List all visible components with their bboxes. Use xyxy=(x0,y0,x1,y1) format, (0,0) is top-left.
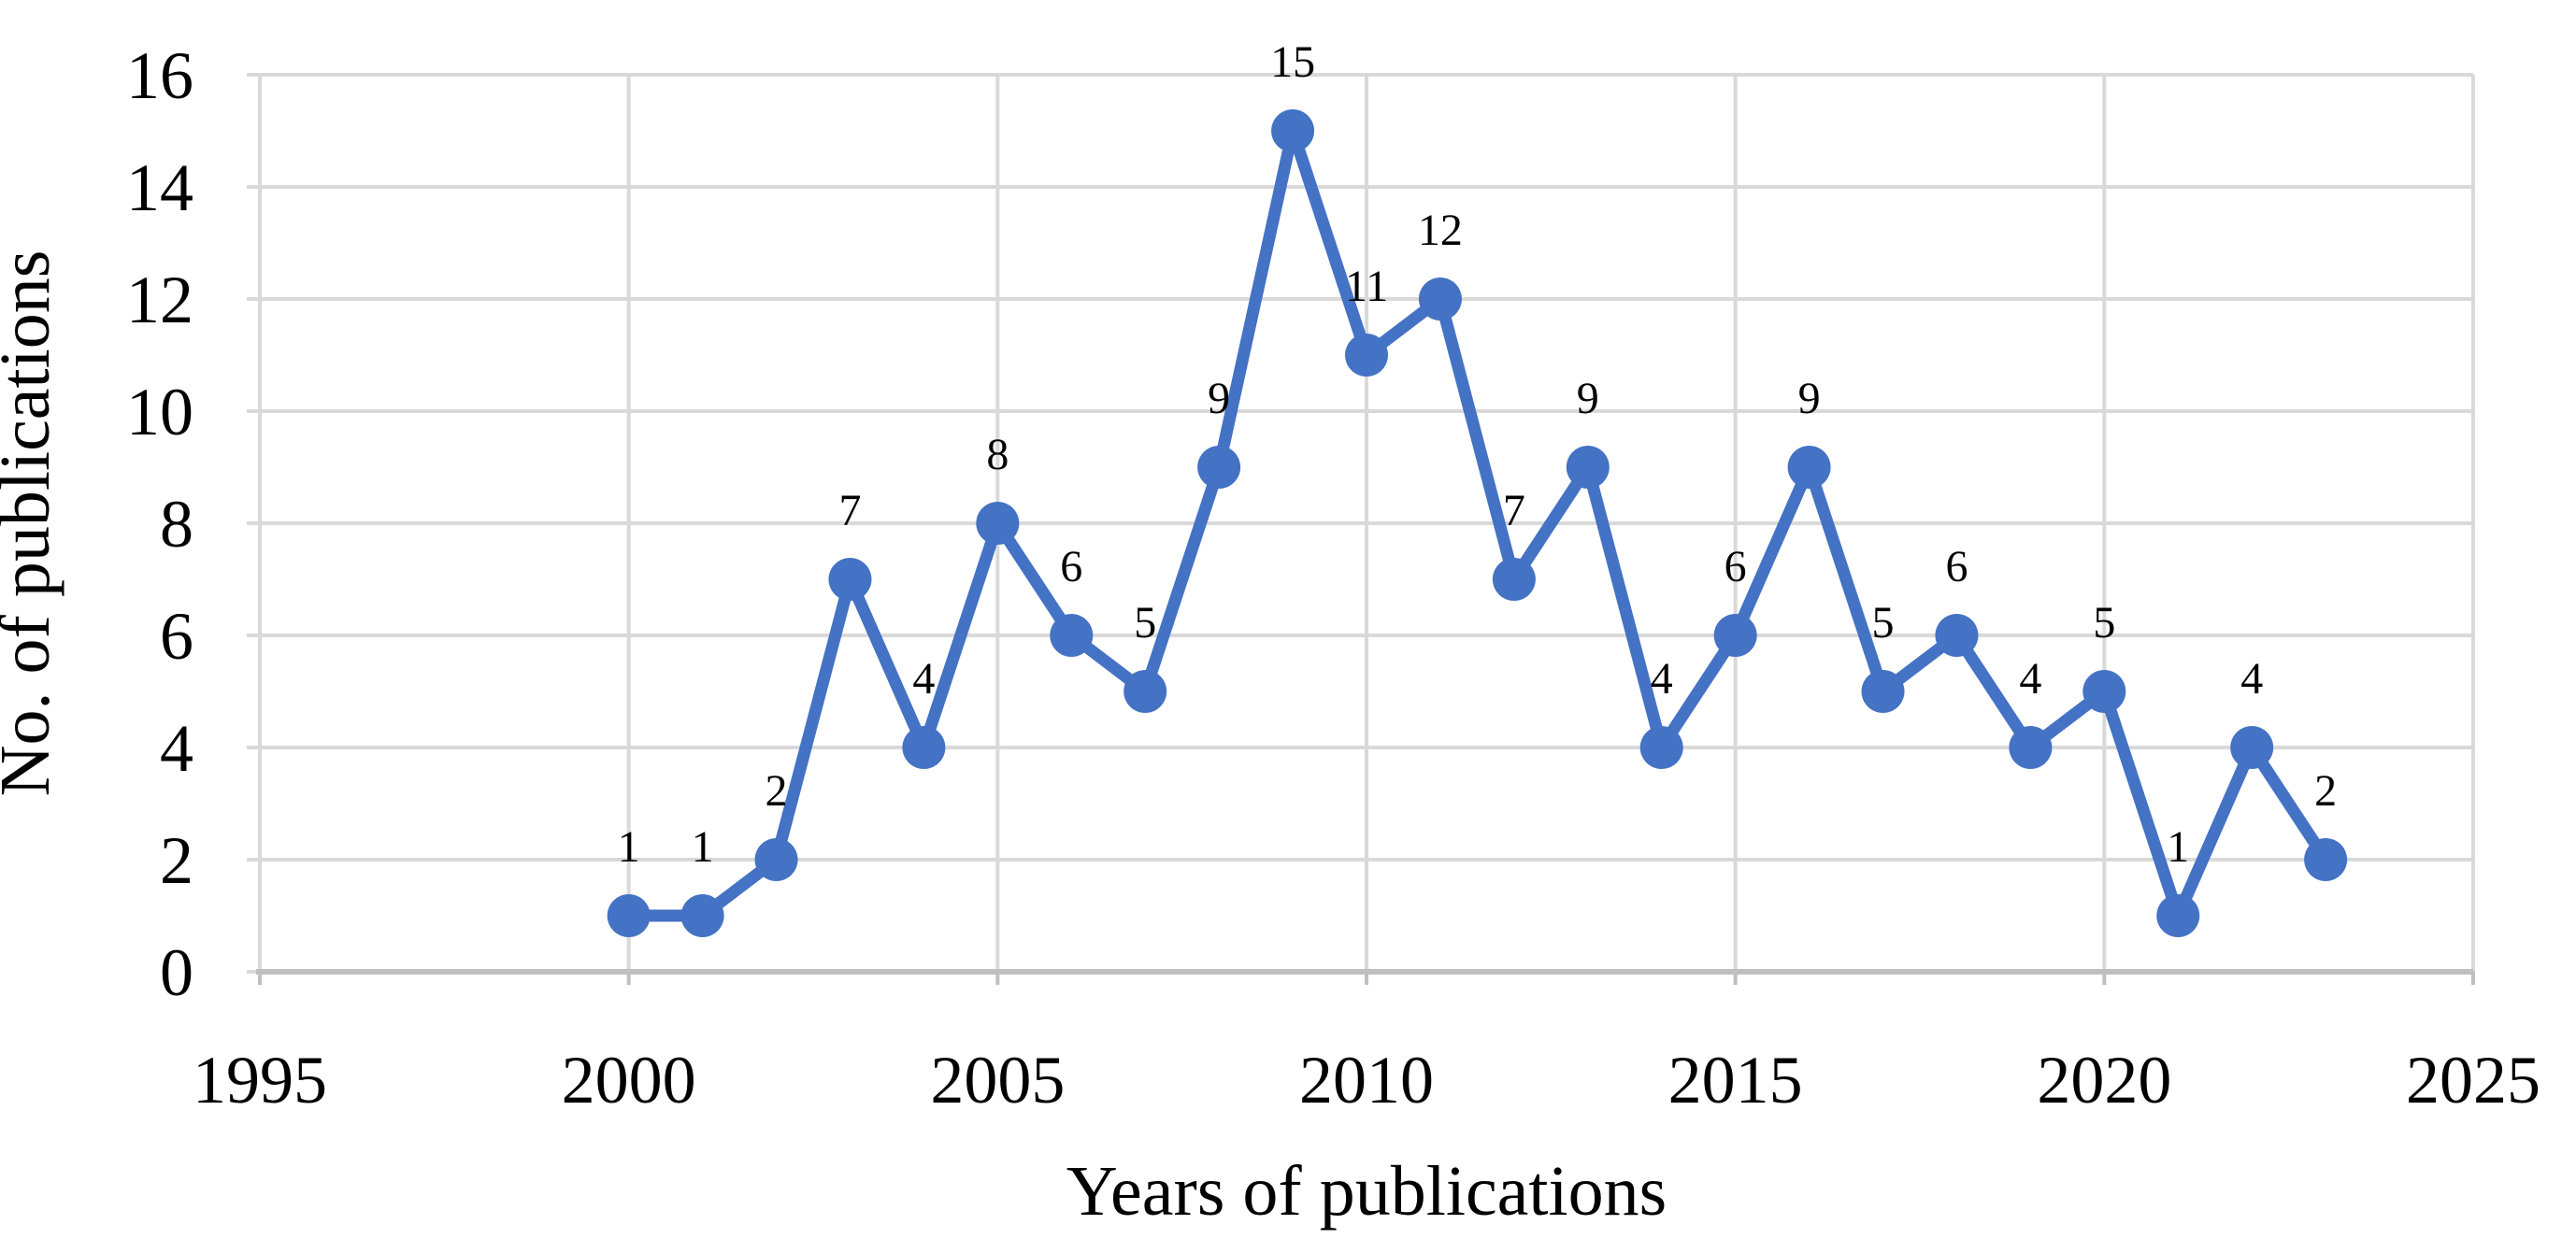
x-axis-tick-label: 2025 xyxy=(2406,1043,2540,1118)
data-label: 2 xyxy=(766,766,788,816)
data-label: 5 xyxy=(1134,598,1156,648)
data-point-marker xyxy=(1123,670,1167,713)
series-publications xyxy=(607,109,2348,937)
x-axis-tick-label: 2020 xyxy=(2037,1043,2171,1118)
x-axis-tick-label: 2015 xyxy=(1668,1043,1803,1118)
data-label: 2 xyxy=(2314,766,2337,816)
axis-tick-marks xyxy=(247,73,2475,985)
y-axis-title: No. of publications xyxy=(0,250,64,797)
gridlines xyxy=(258,73,2475,972)
y-axis-tick-label: 12 xyxy=(126,263,193,337)
data-label: 8 xyxy=(986,430,1009,479)
data-point-marker xyxy=(680,894,724,937)
data-label: 11 xyxy=(1345,262,1388,311)
data-point-marker xyxy=(1492,558,1536,601)
x-axis-tick-label: 2010 xyxy=(1299,1043,1434,1118)
data-label: 1 xyxy=(692,822,714,872)
data-point-marker xyxy=(828,558,872,601)
data-label: 7 xyxy=(1503,486,1525,535)
data-label: 6 xyxy=(1060,542,1082,591)
data-label: 5 xyxy=(2093,598,2115,648)
y-axis-tick-label: 10 xyxy=(126,375,193,449)
data-point-marker xyxy=(902,726,946,769)
y-axis-tick-label: 16 xyxy=(126,38,193,113)
data-point-marker xyxy=(1713,614,1757,657)
data-label: 1 xyxy=(2167,822,2189,872)
data-label: 12 xyxy=(1418,206,1463,255)
data-label: 4 xyxy=(1651,654,1673,704)
data-point-marker xyxy=(607,894,651,937)
data-point-marker xyxy=(1345,334,1388,377)
data-point-marker xyxy=(754,838,798,881)
data-label: 9 xyxy=(1798,374,1821,423)
data-point-marker xyxy=(1566,446,1610,489)
data-point-marker xyxy=(1197,446,1241,489)
y-axis-tick-label: 0 xyxy=(160,935,193,1010)
y-axis-tick-label: 8 xyxy=(160,487,193,562)
x-axis-tick-label: 2000 xyxy=(562,1043,696,1118)
data-point-marker xyxy=(2009,726,2053,769)
y-axis-tick-labels: 0 2 4 6 8 10 12 14 16 xyxy=(126,38,193,1010)
data-point-marker xyxy=(2304,838,2348,881)
data-label: 6 xyxy=(1945,542,1968,591)
data-label: 4 xyxy=(2240,654,2263,704)
y-axis-tick-label: 6 xyxy=(160,599,193,674)
data-point-marker xyxy=(2082,670,2126,713)
data-point-marker xyxy=(1050,614,1094,657)
data-label: 4 xyxy=(2019,654,2041,704)
x-axis-tick-label: 1995 xyxy=(193,1043,327,1118)
y-axis-tick-label: 4 xyxy=(160,711,193,786)
data-point-marker xyxy=(976,502,1020,545)
data-point-marker xyxy=(1639,726,1683,769)
data-point-marker xyxy=(1418,278,1462,320)
data-label: 4 xyxy=(912,654,935,704)
data-label: 7 xyxy=(838,486,861,535)
data-point-marker xyxy=(2156,894,2200,937)
data-label: 9 xyxy=(1577,374,1599,423)
data-label: 5 xyxy=(1872,598,1895,648)
x-axis-tick-labels: 1995 2000 2005 2010 2015 2020 2025 xyxy=(193,1043,2540,1118)
data-point-marker xyxy=(1271,109,1315,152)
data-label: 1 xyxy=(618,822,640,872)
y-axis-tick-label: 2 xyxy=(160,823,193,898)
data-label: 9 xyxy=(1208,374,1230,423)
data-label: 15 xyxy=(1270,37,1315,87)
data-point-marker xyxy=(2230,726,2274,769)
x-axis-tick-label: 2005 xyxy=(930,1043,1065,1118)
data-point-marker xyxy=(1861,670,1905,713)
data-point-marker xyxy=(1935,614,1979,657)
data-point-marker xyxy=(1787,446,1831,489)
y-axis-tick-label: 14 xyxy=(126,150,193,225)
data-label: 6 xyxy=(1724,542,1747,591)
x-axis-title: Years of publications xyxy=(1066,1152,1667,1231)
